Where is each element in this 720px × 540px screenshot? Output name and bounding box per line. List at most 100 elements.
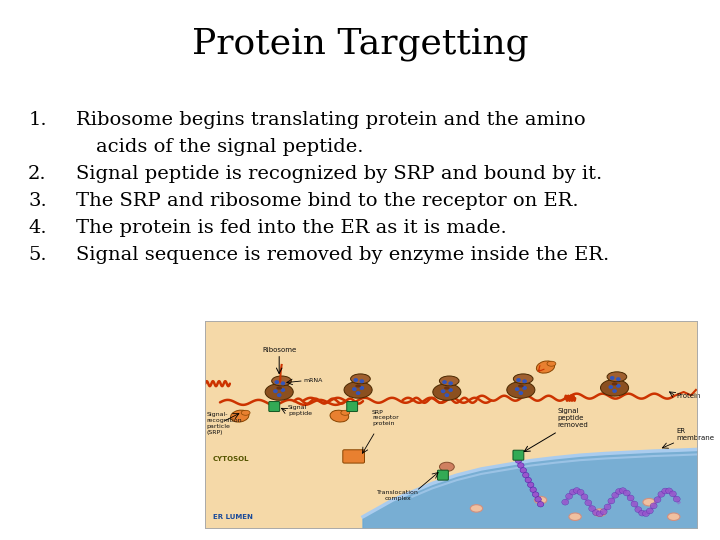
- Circle shape: [354, 378, 358, 382]
- Polygon shape: [363, 449, 698, 529]
- Ellipse shape: [612, 382, 617, 386]
- Text: SRP
receptor
protein: SRP receptor protein: [372, 410, 399, 426]
- FancyBboxPatch shape: [438, 470, 449, 480]
- Circle shape: [518, 463, 524, 468]
- Text: Protein: Protein: [676, 393, 701, 399]
- Circle shape: [566, 494, 572, 499]
- Circle shape: [616, 384, 621, 388]
- FancyBboxPatch shape: [269, 402, 279, 411]
- Circle shape: [522, 379, 527, 383]
- Circle shape: [281, 388, 285, 392]
- Circle shape: [610, 376, 615, 380]
- Text: Ribosome begins translating protein and the amino: Ribosome begins translating protein and …: [76, 111, 585, 129]
- Circle shape: [441, 389, 446, 393]
- Ellipse shape: [351, 374, 370, 384]
- Text: ER
membrane: ER membrane: [676, 428, 714, 441]
- Circle shape: [670, 491, 676, 497]
- Circle shape: [612, 389, 617, 393]
- Circle shape: [658, 491, 665, 497]
- Circle shape: [654, 497, 661, 503]
- Text: acids of the signal peptide.: acids of the signal peptide.: [96, 138, 364, 156]
- Text: Ribosome: Ribosome: [262, 347, 297, 354]
- Circle shape: [619, 488, 626, 494]
- Circle shape: [635, 507, 642, 512]
- Circle shape: [577, 489, 584, 495]
- Text: The protein is fed into the ER as it is made.: The protein is fed into the ER as it is …: [76, 219, 506, 237]
- Ellipse shape: [230, 410, 249, 422]
- Text: 3.: 3.: [28, 192, 47, 210]
- Text: Signal-
recognition
particle
(SRP): Signal- recognition particle (SRP): [206, 412, 242, 435]
- Circle shape: [356, 391, 361, 395]
- Circle shape: [616, 377, 621, 381]
- Circle shape: [535, 497, 541, 502]
- Circle shape: [276, 393, 282, 397]
- FancyBboxPatch shape: [513, 450, 524, 460]
- Text: Signal
peptide: Signal peptide: [288, 405, 312, 416]
- Text: Signal
peptide
removed: Signal peptide removed: [558, 408, 588, 428]
- Ellipse shape: [344, 382, 372, 398]
- Circle shape: [528, 482, 534, 488]
- Ellipse shape: [241, 410, 250, 415]
- Circle shape: [612, 492, 618, 498]
- Circle shape: [530, 487, 536, 492]
- Circle shape: [650, 503, 657, 509]
- Circle shape: [442, 380, 447, 384]
- Circle shape: [608, 385, 613, 389]
- Text: CYTOSOL: CYTOSOL: [212, 456, 249, 462]
- Ellipse shape: [534, 496, 546, 504]
- Circle shape: [359, 386, 364, 390]
- Circle shape: [573, 488, 580, 494]
- Circle shape: [449, 388, 453, 392]
- Circle shape: [516, 458, 521, 463]
- Ellipse shape: [271, 376, 292, 386]
- Circle shape: [673, 496, 680, 502]
- Circle shape: [537, 502, 544, 507]
- Circle shape: [352, 387, 356, 391]
- Circle shape: [449, 381, 453, 385]
- Circle shape: [647, 508, 653, 514]
- Circle shape: [522, 386, 527, 390]
- Text: ER LUMEN: ER LUMEN: [212, 514, 253, 520]
- Ellipse shape: [667, 513, 680, 521]
- Circle shape: [639, 510, 646, 516]
- Ellipse shape: [276, 387, 282, 390]
- Circle shape: [532, 492, 539, 497]
- Text: Signal sequence is removed by enzyme inside the ER.: Signal sequence is removed by enzyme ins…: [76, 246, 609, 264]
- Text: The SRP and ribosome bind to the receptor on ER.: The SRP and ribosome bind to the recepto…: [76, 192, 578, 210]
- Circle shape: [570, 489, 577, 495]
- Circle shape: [515, 387, 519, 391]
- Text: Translocation
complex: Translocation complex: [377, 490, 418, 501]
- Ellipse shape: [330, 410, 348, 422]
- FancyBboxPatch shape: [347, 402, 358, 411]
- Circle shape: [627, 495, 634, 501]
- Circle shape: [273, 389, 278, 393]
- Ellipse shape: [470, 505, 482, 512]
- Ellipse shape: [433, 384, 461, 400]
- Text: 5.: 5.: [28, 246, 47, 264]
- Circle shape: [642, 511, 649, 517]
- Ellipse shape: [507, 382, 535, 398]
- Ellipse shape: [593, 509, 606, 516]
- Circle shape: [444, 393, 449, 397]
- Ellipse shape: [536, 361, 554, 373]
- Ellipse shape: [643, 498, 655, 506]
- Circle shape: [281, 381, 285, 385]
- Circle shape: [274, 380, 279, 384]
- Circle shape: [585, 500, 592, 505]
- Circle shape: [581, 494, 588, 500]
- Ellipse shape: [439, 376, 459, 386]
- Circle shape: [525, 477, 531, 483]
- Circle shape: [562, 500, 569, 505]
- Circle shape: [600, 509, 607, 515]
- Circle shape: [631, 501, 638, 507]
- Circle shape: [520, 468, 526, 473]
- Circle shape: [523, 472, 529, 478]
- Text: Protein Targetting: Protein Targetting: [192, 27, 528, 61]
- Ellipse shape: [355, 384, 361, 388]
- Text: 1.: 1.: [28, 111, 47, 129]
- Circle shape: [624, 490, 630, 496]
- Circle shape: [608, 498, 615, 504]
- Circle shape: [593, 510, 600, 516]
- Circle shape: [516, 378, 521, 382]
- Ellipse shape: [569, 513, 581, 521]
